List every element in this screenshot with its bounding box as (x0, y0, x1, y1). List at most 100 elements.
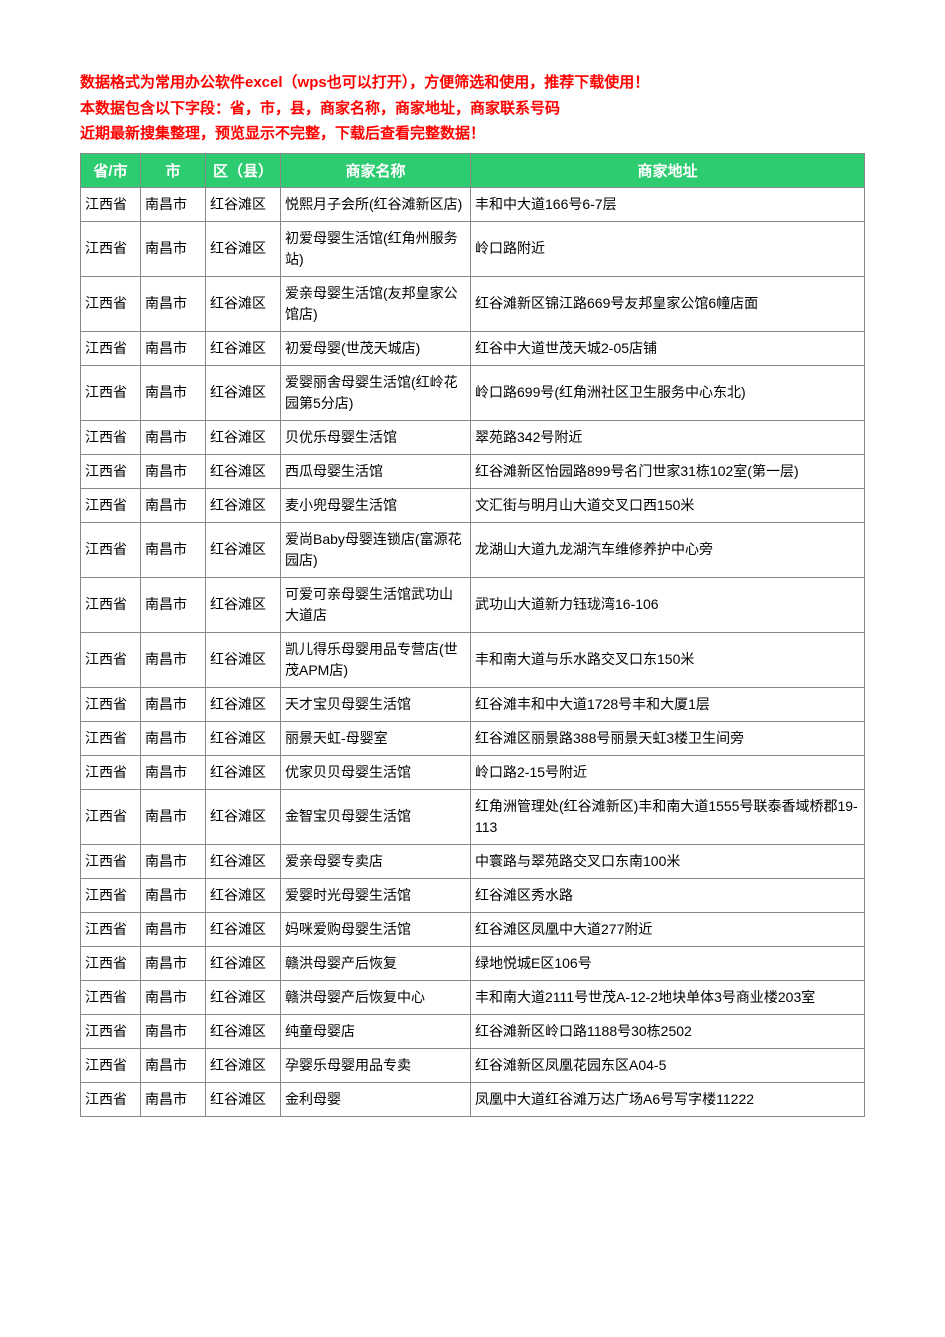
table-row: 江西省南昌市红谷滩区纯童母婴店红谷滩新区岭口路1188号30栋2502 (81, 1014, 865, 1048)
table-row: 江西省南昌市红谷滩区悦熙月子会所(红谷滩新区店)丰和中大道166号6-7层 (81, 187, 865, 221)
cell-business-address: 绿地悦城E区106号 (471, 946, 865, 980)
cell-district: 红谷滩区 (206, 844, 281, 878)
cell-city: 南昌市 (141, 1082, 206, 1116)
business-table: 省/市 市 区（县） 商家名称 商家地址 江西省南昌市红谷滩区悦熙月子会所(红谷… (80, 153, 865, 1117)
cell-district: 红谷滩区 (206, 946, 281, 980)
cell-province: 江西省 (81, 912, 141, 946)
cell-business-name: 优家贝贝母婴生活馆 (281, 755, 471, 789)
cell-city: 南昌市 (141, 632, 206, 687)
cell-district: 红谷滩区 (206, 454, 281, 488)
cell-province: 江西省 (81, 789, 141, 844)
cell-business-name: 悦熙月子会所(红谷滩新区店) (281, 187, 471, 221)
th-business-name: 商家名称 (281, 153, 471, 187)
table-row: 江西省南昌市红谷滩区凯儿得乐母婴用品专营店(世茂APM店)丰和南大道与乐水路交叉… (81, 632, 865, 687)
cell-business-address: 红谷滩区丽景路388号丽景天虹3楼卫生间旁 (471, 721, 865, 755)
cell-city: 南昌市 (141, 1014, 206, 1048)
cell-district: 红谷滩区 (206, 276, 281, 331)
th-business-address: 商家地址 (471, 153, 865, 187)
cell-district: 红谷滩区 (206, 488, 281, 522)
intro-line-2: 本数据包含以下字段：省，市，县，商家名称，商家地址，商家联系号码 (80, 96, 865, 122)
cell-district: 红谷滩区 (206, 1082, 281, 1116)
cell-business-name: 天才宝贝母婴生活馆 (281, 687, 471, 721)
intro-line-3: 近期最新搜集整理，预览显示不完整，下载后查看完整数据！ (80, 121, 865, 147)
cell-province: 江西省 (81, 1048, 141, 1082)
table-body: 江西省南昌市红谷滩区悦熙月子会所(红谷滩新区店)丰和中大道166号6-7层江西省… (81, 187, 865, 1116)
cell-province: 江西省 (81, 522, 141, 577)
table-row: 江西省南昌市红谷滩区优家贝贝母婴生活馆岭口路2-15号附近 (81, 755, 865, 789)
cell-business-name: 金利母婴 (281, 1082, 471, 1116)
table-row: 江西省南昌市红谷滩区初爱母婴生活馆(红角州服务站)岭口路附近 (81, 221, 865, 276)
table-row: 江西省南昌市红谷滩区丽景天虹-母婴室红谷滩区丽景路388号丽景天虹3楼卫生间旁 (81, 721, 865, 755)
cell-business-name: 麦小兜母婴生活馆 (281, 488, 471, 522)
cell-district: 红谷滩区 (206, 878, 281, 912)
cell-province: 江西省 (81, 276, 141, 331)
cell-city: 南昌市 (141, 721, 206, 755)
cell-business-address: 红谷滩新区锦江路669号友邦皇家公馆6幢店面 (471, 276, 865, 331)
cell-city: 南昌市 (141, 789, 206, 844)
cell-province: 江西省 (81, 632, 141, 687)
cell-district: 红谷滩区 (206, 577, 281, 632)
cell-province: 江西省 (81, 454, 141, 488)
table-row: 江西省南昌市红谷滩区赣洪母婴产后恢复绿地悦城E区106号 (81, 946, 865, 980)
cell-district: 红谷滩区 (206, 912, 281, 946)
cell-business-name: 金智宝贝母婴生活馆 (281, 789, 471, 844)
cell-city: 南昌市 (141, 844, 206, 878)
cell-city: 南昌市 (141, 1048, 206, 1082)
cell-business-address: 丰和中大道166号6-7层 (471, 187, 865, 221)
cell-city: 南昌市 (141, 878, 206, 912)
cell-province: 江西省 (81, 331, 141, 365)
table-row: 江西省南昌市红谷滩区妈咪爱购母婴生活馆红谷滩区凤凰中大道277附近 (81, 912, 865, 946)
cell-province: 江西省 (81, 687, 141, 721)
cell-business-name: 爱亲母婴专卖店 (281, 844, 471, 878)
cell-province: 江西省 (81, 878, 141, 912)
cell-district: 红谷滩区 (206, 1048, 281, 1082)
cell-business-name: 初爱母婴生活馆(红角州服务站) (281, 221, 471, 276)
cell-business-address: 凤凰中大道红谷滩万达广场A6号写字楼11222 (471, 1082, 865, 1116)
cell-business-name: 贝优乐母婴生活馆 (281, 420, 471, 454)
table-row: 江西省南昌市红谷滩区天才宝贝母婴生活馆红谷滩丰和中大道1728号丰和大厦1层 (81, 687, 865, 721)
table-row: 江西省南昌市红谷滩区爱亲母婴生活馆(友邦皇家公馆店)红谷滩新区锦江路669号友邦… (81, 276, 865, 331)
table-row: 江西省南昌市红谷滩区爱尚Baby母婴连锁店(富源花园店)龙湖山大道九龙湖汽车维修… (81, 522, 865, 577)
cell-district: 红谷滩区 (206, 522, 281, 577)
th-district: 区（县） (206, 153, 281, 187)
cell-business-name: 孕婴乐母婴用品专卖 (281, 1048, 471, 1082)
cell-city: 南昌市 (141, 221, 206, 276)
cell-city: 南昌市 (141, 187, 206, 221)
cell-business-name: 妈咪爱购母婴生活馆 (281, 912, 471, 946)
cell-business-address: 红谷滩新区怡园路899号名门世家31栋102室(第一层) (471, 454, 865, 488)
cell-business-address: 红谷滩丰和中大道1728号丰和大厦1层 (471, 687, 865, 721)
cell-province: 江西省 (81, 721, 141, 755)
cell-city: 南昌市 (141, 755, 206, 789)
cell-business-address: 丰和南大道2111号世茂A-12-2地块单体3号商业楼203室 (471, 980, 865, 1014)
cell-business-address: 红谷滩区凤凰中大道277附近 (471, 912, 865, 946)
cell-city: 南昌市 (141, 577, 206, 632)
table-row: 江西省南昌市红谷滩区爱亲母婴专卖店中寰路与翠苑路交叉口东南100米 (81, 844, 865, 878)
cell-district: 红谷滩区 (206, 789, 281, 844)
cell-business-address: 文汇街与明月山大道交叉口西150米 (471, 488, 865, 522)
cell-business-address: 红谷滩新区岭口路1188号30栋2502 (471, 1014, 865, 1048)
cell-district: 红谷滩区 (206, 187, 281, 221)
cell-province: 江西省 (81, 980, 141, 1014)
cell-business-address: 红角洲管理处(红谷滩新区)丰和南大道1555号联泰香域桥郡19-113 (471, 789, 865, 844)
table-row: 江西省南昌市红谷滩区孕婴乐母婴用品专卖红谷滩新区凤凰花园东区A04-5 (81, 1048, 865, 1082)
cell-city: 南昌市 (141, 687, 206, 721)
cell-province: 江西省 (81, 1082, 141, 1116)
cell-district: 红谷滩区 (206, 980, 281, 1014)
table-row: 江西省南昌市红谷滩区金利母婴凤凰中大道红谷滩万达广场A6号写字楼11222 (81, 1082, 865, 1116)
cell-business-address: 红谷中大道世茂天城2-05店铺 (471, 331, 865, 365)
cell-province: 江西省 (81, 488, 141, 522)
cell-city: 南昌市 (141, 912, 206, 946)
cell-business-address: 龙湖山大道九龙湖汽车维修养护中心旁 (471, 522, 865, 577)
cell-business-name: 西瓜母婴生活馆 (281, 454, 471, 488)
cell-business-address: 岭口路附近 (471, 221, 865, 276)
cell-district: 红谷滩区 (206, 755, 281, 789)
cell-business-address: 翠苑路342号附近 (471, 420, 865, 454)
cell-business-name: 爱婴时光母婴生活馆 (281, 878, 471, 912)
cell-province: 江西省 (81, 844, 141, 878)
cell-district: 红谷滩区 (206, 331, 281, 365)
cell-business-address: 丰和南大道与乐水路交叉口东150米 (471, 632, 865, 687)
cell-province: 江西省 (81, 1014, 141, 1048)
th-city: 市 (141, 153, 206, 187)
cell-district: 红谷滩区 (206, 365, 281, 420)
cell-business-name: 爱婴丽舍母婴生活馆(红岭花园第5分店) (281, 365, 471, 420)
